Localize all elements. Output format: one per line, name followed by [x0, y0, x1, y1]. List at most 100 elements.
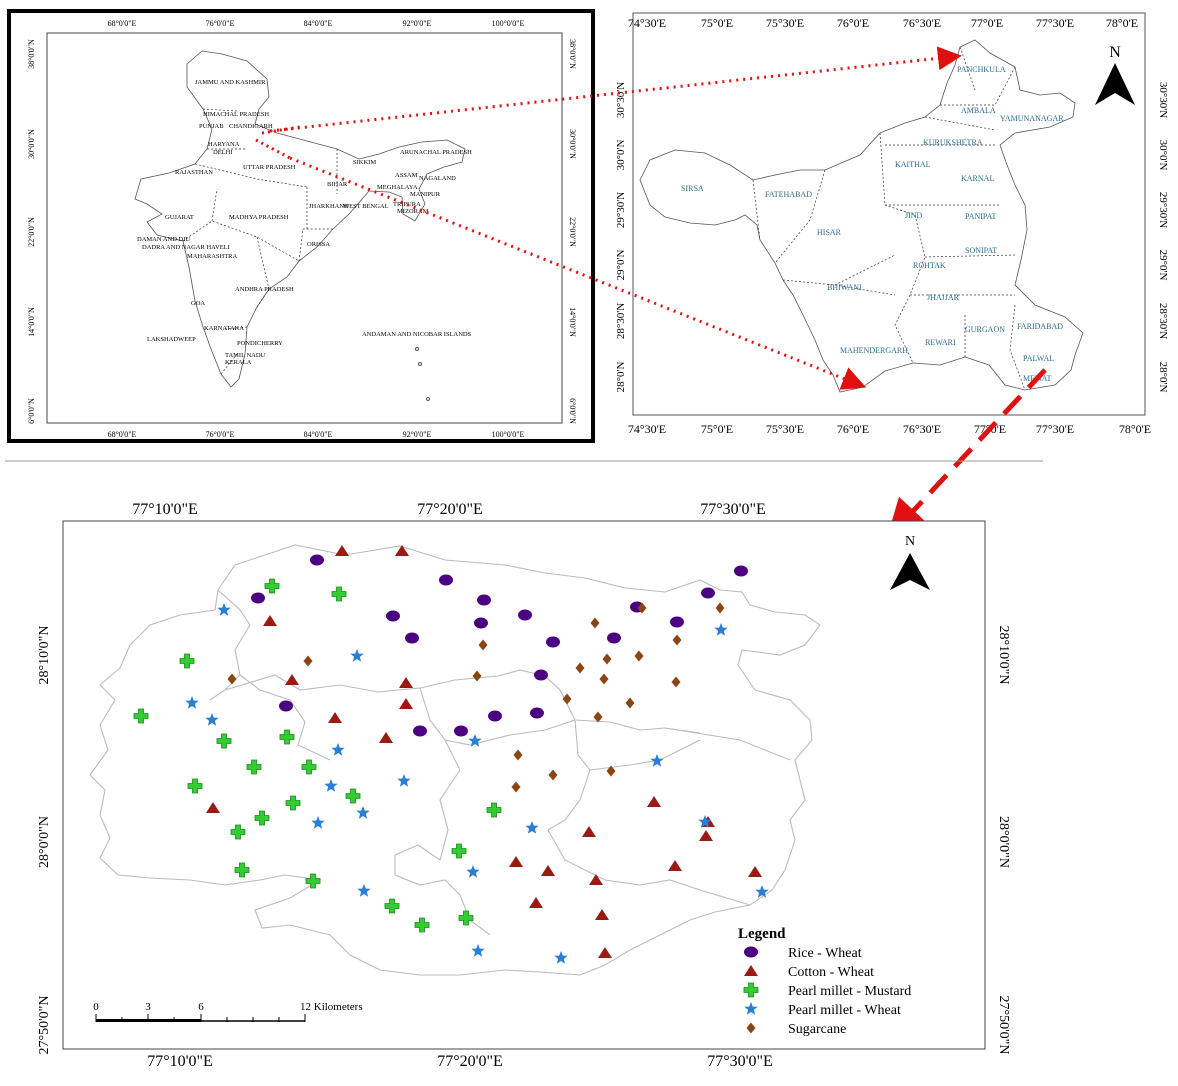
sampling-points: [133, 545, 769, 964]
study-lon-top-1: 77°10'0"E: [132, 501, 198, 518]
state-label: UTTAR PRADESH: [243, 164, 296, 171]
study-lon-bottom-3: 77°30'0"E: [707, 1053, 773, 1070]
pearl-millet-wheat-point: [331, 743, 345, 756]
rice-wheat-point: [734, 565, 748, 577]
cotton-wheat-point: [285, 674, 299, 685]
legend: Legend Rice - Wheat Cotton - Wheat Pearl m…: [738, 926, 911, 1037]
haryana-lat-right-4: 29°0'N: [1157, 250, 1169, 281]
cotton-wheat-point: [206, 802, 220, 813]
cotton-wheat-point: [335, 545, 349, 556]
state-label: HIMACHAL PRADESH: [203, 111, 269, 118]
india-lon-top-4: 92°0'0"E: [403, 19, 432, 28]
study-area-map-panel: 77°10'0"E 77°20'0"E 77°30'0"E 77°10'0"E …: [5, 460, 1043, 1070]
cotton-wheat-point: [395, 545, 409, 556]
haryana-map-panel: 74°30'E 75°0'E 75°30'E 76°0'E 76°30'E 77…: [615, 12, 1169, 436]
legend-cross-icon: [743, 982, 759, 998]
haryana-lon-top-4: 76°0'E: [837, 16, 869, 30]
state-label: NAGALAND: [419, 175, 456, 182]
haryana-lat-right-3: 29°30'N: [1157, 192, 1169, 228]
pearl-millet-wheat-point: [466, 865, 480, 878]
state-label: MADHYA PRADESH: [229, 214, 289, 221]
state-label: ORISSA: [307, 241, 330, 248]
pearl-millet-wheat-point: [714, 623, 728, 636]
sugarcane-point: [513, 749, 523, 761]
state-label: DADRA AND NAGAR HAVELI: [142, 244, 230, 251]
state-label: MEGHALAYA: [377, 184, 418, 191]
india-lat-left-2: 30°0'0"N: [27, 129, 36, 159]
state-label: KARNATAKA: [204, 325, 244, 332]
haryana-lon-bottom-4: 76°0'E: [837, 422, 869, 436]
sugarcane-point: [590, 617, 600, 629]
rice-wheat-point: [279, 700, 293, 712]
district-label: ROHTAK: [913, 261, 946, 270]
haryana-lon-top-2: 75°0'E: [701, 16, 733, 30]
study-lon-top-2: 77°20'0"E: [417, 501, 483, 518]
pearl-millet-wheat-point: [185, 696, 199, 709]
sugarcane-point: [625, 697, 635, 709]
haryana-lon-top-3: 75°30'E: [766, 16, 804, 30]
rice-wheat-point: [474, 617, 488, 629]
india-lat-right-5: 6°0'0"N: [568, 398, 577, 424]
pearl-millet-mustard-point: [486, 802, 502, 818]
scale-tick-0: 0: [93, 1001, 99, 1013]
rice-wheat-point: [310, 554, 324, 566]
haryana-lat-left-4: 29°0'N: [615, 250, 627, 281]
sugarcane-point: [599, 673, 609, 685]
haryana-lon-bottom-5: 76°30'E: [903, 422, 941, 436]
district-label: GURGAON: [965, 325, 1005, 334]
state-label: TRIPURA: [393, 201, 421, 208]
pearl-millet-wheat-point: [525, 821, 539, 834]
pearl-millet-mustard-point: [234, 862, 250, 878]
india-lon-top-5: 100°0'0"E: [492, 19, 525, 28]
haryana-lon-bottom-8: 78°0'E: [1119, 422, 1151, 436]
rice-wheat-point: [405, 632, 419, 644]
state-label: LAKSHADWEEP: [147, 336, 196, 343]
state-label: HARYANA: [208, 141, 240, 148]
haryana-lat-right-6: 28°0'N: [1157, 362, 1169, 393]
state-label: PONDICHERRY: [237, 340, 283, 347]
haryana-north-label: N: [1109, 44, 1121, 61]
study-north-label: N: [905, 534, 915, 549]
state-label: MANIPUR: [410, 191, 441, 198]
cotton-wheat-point: [541, 865, 555, 876]
haryana-lat-left-5: 28°30'N: [615, 303, 627, 339]
cotton-wheat-point: [399, 677, 413, 688]
scale-tick-3: 3: [145, 1001, 151, 1013]
rice-wheat-point: [546, 636, 560, 648]
district-label: MEWAT: [1023, 374, 1052, 383]
pearl-millet-wheat-point: [650, 754, 664, 767]
cotton-wheat-point: [748, 866, 762, 877]
district-label: BHIWANI: [827, 283, 862, 292]
india-lat-right-3: 22°0'0"N: [568, 217, 577, 247]
cotton-wheat-point: [399, 698, 413, 709]
state-label: KERALA: [225, 359, 252, 366]
rice-wheat-point: [530, 707, 544, 719]
india-lon-bottom-5: 100°0'0"E: [492, 430, 525, 439]
rice-wheat-point: [701, 587, 715, 599]
pearl-millet-wheat-point: [357, 884, 371, 897]
state-label: GUJARAT: [165, 214, 194, 221]
sugarcane-point: [602, 653, 612, 665]
study-lon-bottom-1: 77°10'0"E: [147, 1053, 213, 1070]
scale-tick-6: 6: [198, 1001, 204, 1013]
sugarcane-point: [634, 650, 644, 662]
district-label: JHAJJAR: [927, 293, 960, 302]
india-lon-top-2: 76°0'0"E: [206, 19, 235, 28]
haryana-lon-bottom-2: 75°0'E: [701, 422, 733, 436]
district-label: SONIPAT: [965, 246, 997, 255]
india-lon-bottom-3: 84°0'0"E: [304, 430, 333, 439]
study-lat-right-2: 28°0'0"N: [996, 816, 1011, 868]
pearl-millet-mustard-point: [133, 708, 149, 724]
state-label: DELHI: [213, 149, 233, 156]
india-map-panel: 68°0'0"E 76°0'0"E 84°0'0"E 92°0'0"E 100°…: [7, 9, 595, 443]
sugarcane-point: [511, 781, 521, 793]
haryana-lon-top-6: 77°0'E: [971, 16, 1003, 30]
pearl-millet-mustard-point: [264, 578, 280, 594]
pearl-millet-wheat-point: [698, 815, 712, 828]
pearl-millet-mustard-point: [179, 653, 195, 669]
haryana-lat-left-6: 28°0'N: [615, 362, 627, 393]
india-lat-left-4: 14°0'0"N: [27, 307, 36, 337]
district-label: PALWAL: [1023, 354, 1054, 363]
haryana-lat-right-2: 30°0'N: [1157, 140, 1169, 171]
state-label: RAJASTHAN: [175, 169, 213, 176]
